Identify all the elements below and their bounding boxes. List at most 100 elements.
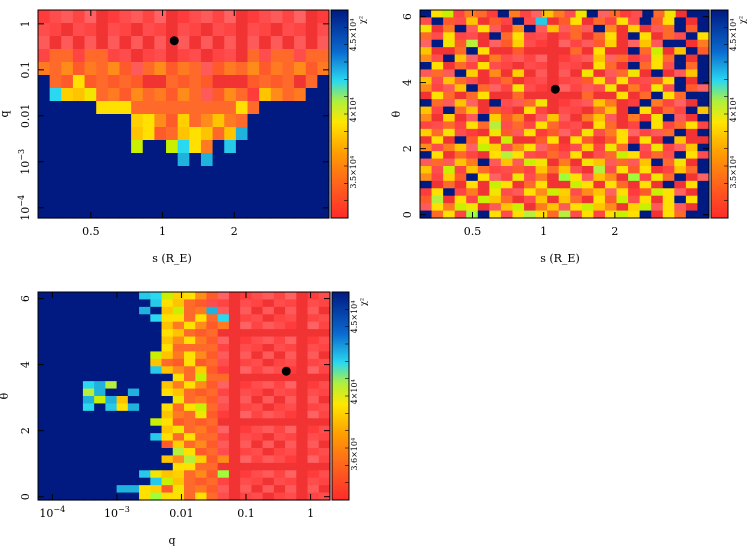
heatmap-cell bbox=[94, 455, 106, 464]
heatmap-cell bbox=[547, 54, 560, 63]
heatmap-cell bbox=[420, 24, 433, 33]
heatmap-cell bbox=[84, 62, 97, 76]
heatmap-cell bbox=[593, 76, 606, 85]
heatmap-cell bbox=[119, 49, 132, 63]
heatmap-cell bbox=[127, 470, 140, 479]
heatmap-cell bbox=[639, 173, 652, 182]
heatmap-cell bbox=[154, 166, 167, 180]
heatmap-cell bbox=[127, 336, 140, 345]
heatmap-cell bbox=[217, 485, 230, 494]
heatmap-cell bbox=[512, 17, 525, 26]
heatmap-cell bbox=[60, 448, 73, 457]
heatmap-cell bbox=[305, 205, 318, 219]
heatmap-cell bbox=[127, 351, 140, 360]
heatmap-cell bbox=[570, 114, 583, 123]
heatmap-cell bbox=[317, 205, 330, 219]
heatmap-cell bbox=[307, 425, 320, 434]
heatmap-cell bbox=[305, 49, 318, 63]
heatmap-cell bbox=[500, 188, 514, 197]
heatmap-cell bbox=[628, 166, 641, 175]
heatmap-cell bbox=[247, 10, 260, 24]
heatmap-cell bbox=[161, 321, 174, 330]
heatmap-cell bbox=[466, 121, 479, 130]
heatmap-cell bbox=[177, 23, 190, 37]
heatmap-cell bbox=[581, 166, 594, 175]
heatmap-cell bbox=[296, 418, 309, 427]
heatmap-cell bbox=[150, 381, 163, 390]
heatmap-cell bbox=[105, 373, 118, 382]
heatmap-cell bbox=[616, 47, 629, 56]
heatmap-cell bbox=[49, 440, 62, 449]
heatmap-cell bbox=[674, 39, 687, 48]
heatmap-cell bbox=[38, 205, 51, 219]
heatmap-cell bbox=[697, 10, 710, 19]
heatmap-cell bbox=[177, 192, 190, 206]
heatmap-cell bbox=[593, 47, 606, 56]
heatmap-cell bbox=[553, 10, 566, 19]
heatmap-cell bbox=[575, 10, 588, 19]
heatmap-cell bbox=[639, 24, 652, 33]
heatmap-cell bbox=[639, 203, 652, 212]
heatmap-cell bbox=[489, 143, 502, 152]
heatmap-cell bbox=[443, 188, 456, 197]
heatmap-cell bbox=[547, 99, 560, 108]
heatmap-cell bbox=[570, 173, 583, 182]
heatmap-cell bbox=[94, 470, 106, 479]
heatmap-cell bbox=[84, 114, 97, 128]
best-fit-marker bbox=[281, 366, 291, 376]
heatmap-cell bbox=[662, 195, 675, 204]
heatmap-cell bbox=[512, 62, 525, 71]
heatmap-cell bbox=[294, 205, 307, 219]
heatmap-cell bbox=[119, 140, 132, 154]
heatmap-cell bbox=[489, 210, 502, 219]
heatmap-cell bbox=[443, 180, 456, 189]
heatmap-cell bbox=[651, 188, 664, 197]
heatmap-cell bbox=[535, 84, 548, 93]
heatmap-cell bbox=[212, 140, 225, 154]
heatmap-cell bbox=[477, 114, 490, 123]
heatmap-cell bbox=[82, 485, 95, 494]
heatmap-cell bbox=[466, 32, 479, 41]
heatmap-cell bbox=[142, 114, 155, 128]
heatmap-cell bbox=[127, 381, 140, 390]
heatmap-cell bbox=[547, 32, 560, 41]
heatmap-cell bbox=[270, 75, 284, 89]
heatmap-cell bbox=[431, 143, 444, 152]
heatmap-cell bbox=[166, 49, 179, 63]
heatmap-cell bbox=[651, 99, 664, 108]
heatmap-cell bbox=[235, 36, 249, 50]
heatmap-cell bbox=[285, 485, 297, 494]
heatmap-cell bbox=[262, 485, 275, 494]
heatmap-cell bbox=[96, 49, 109, 63]
heatmap-cell bbox=[166, 192, 179, 206]
y-tick-label: 1 bbox=[19, 20, 32, 27]
heatmap-cell bbox=[139, 477, 151, 486]
heatmap-cell bbox=[107, 23, 121, 37]
heatmap-cell bbox=[628, 62, 641, 71]
heatmap-cell bbox=[154, 10, 167, 24]
heatmap-cell bbox=[697, 158, 710, 167]
heatmap-cell bbox=[454, 151, 467, 160]
heatmap-cell bbox=[296, 433, 309, 442]
heatmap-cell bbox=[489, 121, 502, 130]
heatmap-cell bbox=[172, 373, 185, 382]
heatmap-cell bbox=[294, 166, 307, 180]
heatmap-cell bbox=[262, 306, 275, 315]
heatmap-cell bbox=[420, 17, 433, 26]
heatmap-cell bbox=[262, 477, 275, 486]
heatmap-cell bbox=[697, 76, 710, 85]
heatmap-cell bbox=[593, 166, 606, 175]
heatmap-cell bbox=[200, 166, 214, 180]
heatmap-cell bbox=[570, 24, 583, 33]
heatmap-cell bbox=[94, 381, 106, 390]
heatmap-cell bbox=[38, 299, 50, 308]
heatmap-cell bbox=[172, 299, 185, 308]
heatmap-cell bbox=[150, 448, 163, 457]
heatmap-cell bbox=[71, 448, 84, 457]
heatmap-cell bbox=[206, 366, 219, 375]
heatmap-cell bbox=[206, 418, 219, 427]
heatmap-cell bbox=[49, 396, 62, 405]
heatmap-cell bbox=[697, 24, 710, 33]
heatmap-cell bbox=[305, 10, 318, 24]
